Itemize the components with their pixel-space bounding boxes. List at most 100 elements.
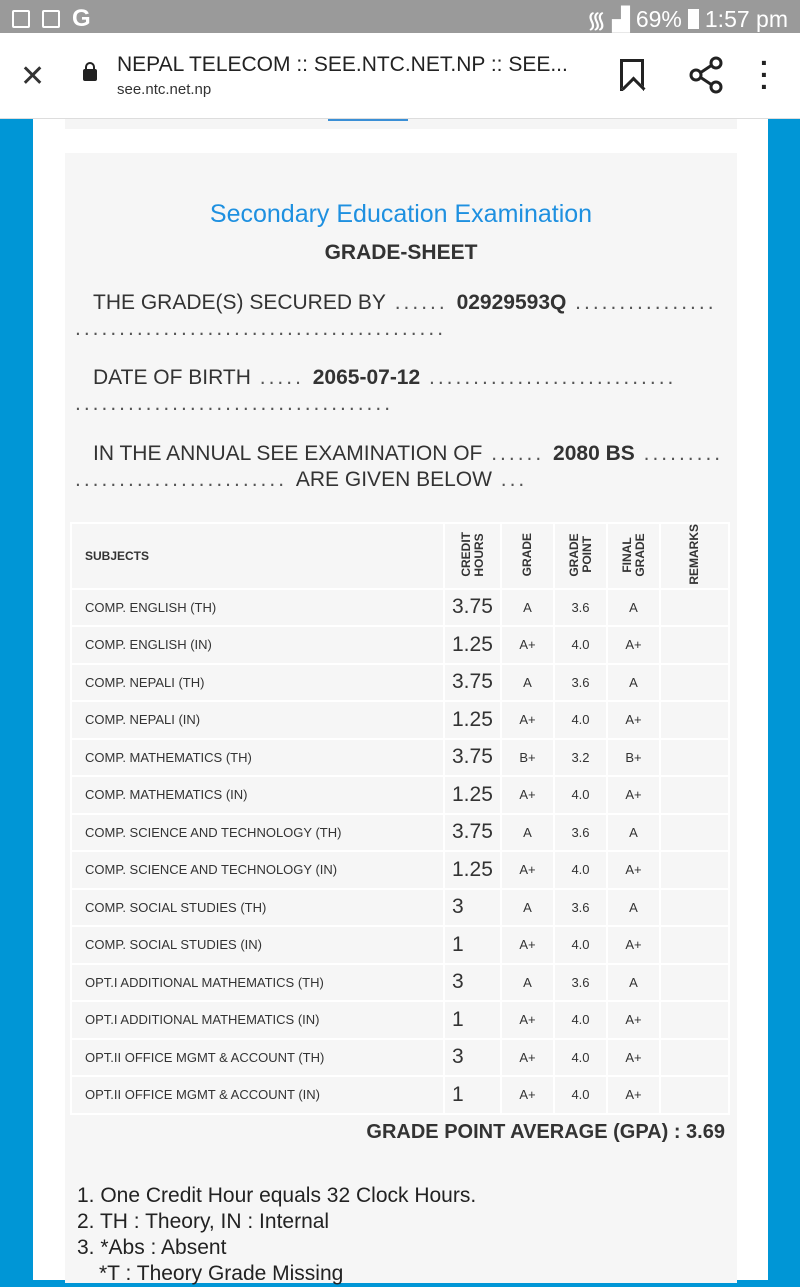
remarks-cell (659, 962, 730, 1003)
subject-cell: OPT.II OFFICE MGMT & ACCOUNT (TH) (70, 1037, 445, 1078)
table-row: COMP. SOCIAL STUDIES (IN) 1 A+ 4.0 A+ (70, 925, 730, 965)
subject-cell: COMP. SOCIAL STUDIES (IN) (70, 925, 445, 965)
grade-cell: A (500, 962, 555, 1003)
table-row: COMP. NEPALI (TH) 3.75 A 3.6 A (70, 662, 730, 703)
subject-cell: COMP. NEPALI (IN) (70, 700, 445, 740)
credit-cell: 3.75 (443, 812, 502, 853)
table-row: COMP. ENGLISH (TH) 3.75 A 3.6 A (70, 587, 730, 628)
symbol-number: 02929593Q (456, 291, 567, 314)
remarks-cell (659, 1000, 730, 1040)
subject-cell: OPT.I ADDITIONAL MATHEMATICS (TH) (70, 962, 445, 1003)
subject-cell: COMP. ENGLISH (TH) (70, 587, 445, 628)
table-row: OPT.II OFFICE MGMT & ACCOUNT (IN) 1 A+ 4.0 A… (70, 1075, 730, 1115)
url-text[interactable]: see.ntc.net.np (117, 81, 212, 98)
col-grade-point: GRADE POINT (553, 522, 608, 590)
credit-cell: 1 (443, 925, 502, 965)
note: 1. One Credit Hour equals 32 Clock Hours… (77, 1184, 477, 1207)
grade-point-cell: 4.0 (553, 625, 608, 665)
given-below: ARE GIVEN BELOW (295, 468, 492, 491)
table-row: COMP. SCIENCE AND TECHNOLOGY (TH) 3.75 A 3.… (70, 812, 730, 853)
grade-cell: A+ (500, 700, 555, 740)
credit-cell: 1.25 (443, 775, 502, 815)
grade-point-cell: 3.6 (553, 962, 608, 1003)
grade-point-cell: 4.0 (553, 1075, 608, 1115)
remarks-cell (659, 625, 730, 665)
remarks-cell (659, 587, 730, 628)
clock: 1:57 pm (704, 5, 788, 32)
grade-cell: A (500, 887, 555, 928)
grade-point-cell: 4.0 (553, 775, 608, 815)
table-row: COMP. NEPALI (IN) 1.25 A+ 4.0 A+ (70, 700, 730, 740)
note: 2. TH : Theory, IN : Internal (77, 1210, 330, 1233)
remarks-cell (659, 925, 730, 965)
active-tab-indicator (328, 119, 408, 121)
grade-cell: A (500, 662, 555, 703)
final-grade-cell: A+ (606, 850, 661, 890)
final-grade-cell: A+ (606, 1000, 661, 1040)
grade-point-cell: 3.2 (553, 737, 608, 778)
grade-cell: A+ (500, 1037, 555, 1078)
col-final-grade: FINAL GRADE (606, 522, 661, 590)
table-row: COMP. SCIENCE AND TECHNOLOGY (IN) 1.25 A+ 4… (70, 850, 730, 890)
battery-percent: 69% (635, 5, 682, 32)
exam-line: IN THE ANNUAL SEE EXAMINATION OF ...... … (75, 442, 724, 491)
grade-cell: A (500, 812, 555, 853)
remarks-cell (659, 700, 730, 740)
grade-point-cell: 3.6 (553, 587, 608, 628)
browser-toolbar: ✕ NEPAL TELECOM :: SEE.NTC.NET.NP :: SEE… (0, 33, 800, 119)
final-grade-cell: A (606, 962, 661, 1003)
google-icon: G (72, 5, 91, 32)
col-subjects: SUBJECTS (70, 522, 445, 590)
subject-cell: COMP. SCIENCE AND TECHNOLOGY (IN) (70, 850, 445, 890)
table-row: OPT.I ADDITIONAL MATHEMATICS (TH) 3 A 3.6 A (70, 962, 730, 1003)
remarks-cell (659, 887, 730, 928)
remarks-cell (659, 775, 730, 815)
table-header: SUBJECTS CREDIT HOURS GRADE GRADE POINT … (70, 522, 730, 590)
close-icon[interactable]: ✕ (20, 60, 46, 93)
remarks-cell (659, 662, 730, 703)
subject-cell: COMP. SOCIAL STUDIES (TH) (70, 887, 445, 928)
final-grade-cell: A (606, 662, 661, 703)
grade-cell: A+ (500, 625, 555, 665)
grade-point-cell: 4.0 (553, 700, 608, 740)
credit-cell: 1 (443, 1075, 502, 1115)
grade-point-cell: 4.0 (553, 1000, 608, 1040)
final-grade-cell: A+ (606, 700, 661, 740)
grades-table: SUBJECTS CREDIT HOURS GRADE GRADE POINT … (70, 522, 730, 1115)
exam-label: IN THE ANNUAL SEE EXAMINATION OF (93, 442, 483, 465)
secured-by-label: THE GRADE(S) SECURED BY (93, 291, 386, 314)
grade-point-cell: 3.6 (553, 887, 608, 928)
share-icon[interactable] (688, 55, 724, 95)
dob-label: DATE OF BIRTH (93, 366, 251, 389)
signal-icon: ▟ (612, 5, 630, 32)
table-row: COMP. MATHEMATICS (TH) 3.75 B+ 3.2 B+ (70, 737, 730, 778)
notes: 1. One Credit Hour equals 32 Clock Hours… (77, 1183, 476, 1287)
gallery-icon (12, 10, 30, 28)
credit-cell: 3.75 (443, 662, 502, 703)
subject-cell: COMP. MATHEMATICS (IN) (70, 775, 445, 815)
grade-sheet: Secondary Education Examination GRADE-SH… (65, 153, 737, 1285)
final-grade-cell: A+ (606, 625, 661, 665)
credit-cell: 3.75 (443, 737, 502, 778)
remarks-cell (659, 850, 730, 890)
grade-cell: A+ (500, 1000, 555, 1040)
subject-cell: COMP. MATHEMATICS (TH) (70, 737, 445, 778)
grade-point-cell: 4.0 (553, 850, 608, 890)
credit-cell: 3.75 (443, 587, 502, 628)
final-grade-cell: A (606, 887, 661, 928)
grade-cell: A+ (500, 1075, 555, 1115)
credit-cell: 1.25 (443, 625, 502, 665)
remarks-cell (659, 1075, 730, 1115)
grade-point-cell: 3.6 (553, 662, 608, 703)
subject-cell: COMP. ENGLISH (IN) (70, 625, 445, 665)
final-grade-cell: A+ (606, 1037, 661, 1078)
final-grade-cell: A+ (606, 925, 661, 965)
credit-cell: 1.25 (443, 700, 502, 740)
grade-point-cell: 4.0 (553, 925, 608, 965)
bookmark-icon[interactable] (620, 59, 644, 91)
more-options-icon[interactable]: · · · (760, 47, 770, 102)
col-credit-hours: CREDIT HOURS (443, 522, 502, 590)
grade-cell: A+ (500, 925, 555, 965)
lock-icon (83, 62, 97, 81)
subject-cell: COMP. SCIENCE AND TECHNOLOGY (TH) (70, 812, 445, 853)
